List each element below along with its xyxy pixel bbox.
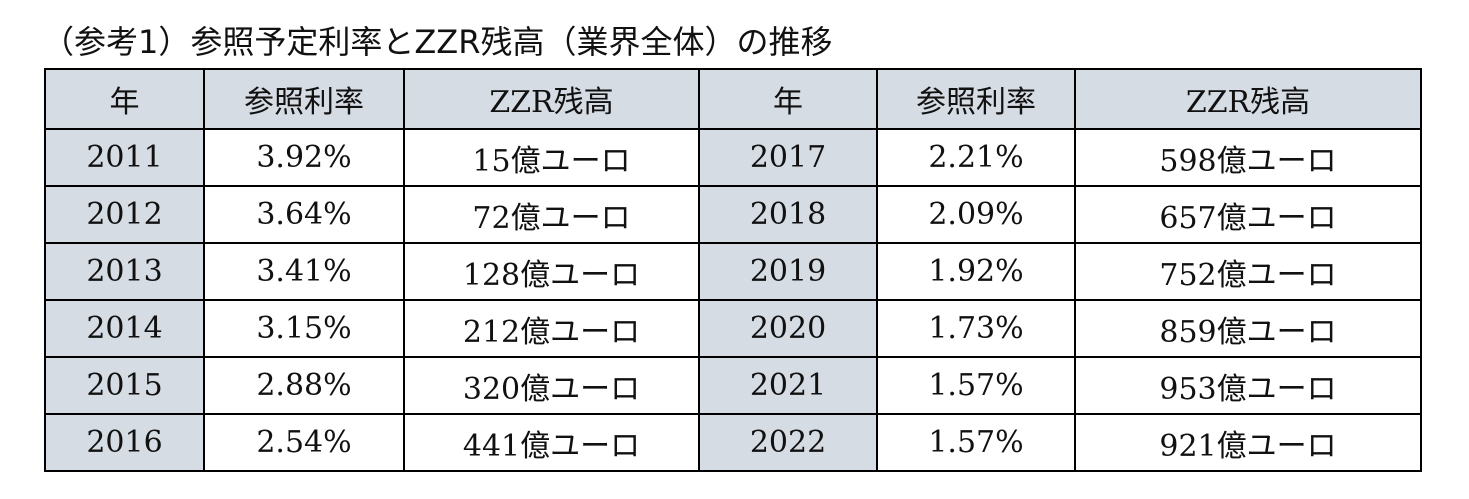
balance-cell: 15億ユーロ <box>403 128 700 187</box>
balance-cell: 72億ユーロ <box>403 185 700 244</box>
rate-cell: 1.57% <box>876 413 1076 472</box>
year-cell: 2019 <box>698 242 878 301</box>
rate-cell: 2.88% <box>203 356 405 415</box>
header-row: 年 参照利率 ZZR残高 年 参照利率 ZZR残高 <box>44 68 1422 130</box>
header-zzr-balance: ZZR残高 <box>1074 68 1422 130</box>
table-row: 2012 3.64% 72億ユーロ 2018 2.09% 657億ユーロ <box>44 185 1422 244</box>
balance-cell: 953億ユーロ <box>1074 356 1422 415</box>
year-cell: 2016 <box>44 413 205 472</box>
balance-cell: 657億ユーロ <box>1074 185 1422 244</box>
header-year: 年 <box>698 68 878 130</box>
table-row: 2015 2.88% 320億ユーロ 2021 1.57% 953億ユーロ <box>44 356 1422 415</box>
balance-cell: 441億ユーロ <box>403 413 700 472</box>
rate-cell: 1.92% <box>876 242 1076 301</box>
rate-cell: 1.57% <box>876 356 1076 415</box>
year-cell: 2014 <box>44 299 205 358</box>
table-row: 2013 3.41% 128億ユーロ 2019 1.92% 752億ユーロ <box>44 242 1422 301</box>
balance-cell: 320億ユーロ <box>403 356 700 415</box>
balance-cell: 212億ユーロ <box>403 299 700 358</box>
year-cell: 2011 <box>44 128 205 187</box>
balance-cell: 921億ユーロ <box>1074 413 1422 472</box>
header-reference-rate: 参照利率 <box>203 68 405 130</box>
table-row: 2014 3.15% 212億ユーロ 2020 1.73% 859億ユーロ <box>44 299 1422 358</box>
year-cell: 2018 <box>698 185 878 244</box>
balance-cell: 128億ユーロ <box>403 242 700 301</box>
rate-cell: 2.09% <box>876 185 1076 244</box>
year-cell: 2013 <box>44 242 205 301</box>
year-cell: 2020 <box>698 299 878 358</box>
year-cell: 2012 <box>44 185 205 244</box>
table-row: 2011 3.92% 15億ユーロ 2017 2.21% 598億ユーロ <box>44 128 1422 187</box>
header-reference-rate: 参照利率 <box>876 68 1076 130</box>
balance-cell: 752億ユーロ <box>1074 242 1422 301</box>
year-cell: 2015 <box>44 356 205 415</box>
rate-cell: 3.64% <box>203 185 405 244</box>
rate-cell: 2.21% <box>876 128 1076 187</box>
header-zzr-balance: ZZR残高 <box>403 68 700 130</box>
rate-cell: 3.92% <box>203 128 405 187</box>
table-row: 2016 2.54% 441億ユーロ 2022 1.57% 921億ユーロ <box>44 413 1422 472</box>
rate-cell: 3.15% <box>203 299 405 358</box>
year-cell: 2021 <box>698 356 878 415</box>
balance-cell: 598億ユーロ <box>1074 128 1422 187</box>
rate-cell: 1.73% <box>876 299 1076 358</box>
rate-cell: 2.54% <box>203 413 405 472</box>
header-year: 年 <box>44 68 205 130</box>
year-cell: 2017 <box>698 128 878 187</box>
rate-zzr-table: 年 参照利率 ZZR残高 年 参照利率 ZZR残高 2011 3.92% 15億… <box>44 68 1422 472</box>
rate-cell: 3.41% <box>203 242 405 301</box>
balance-cell: 859億ユーロ <box>1074 299 1422 358</box>
document-title: （参考1）参照予定利率とZZR残高（業界全体）の推移 <box>42 23 833 61</box>
year-cell: 2022 <box>698 413 878 472</box>
